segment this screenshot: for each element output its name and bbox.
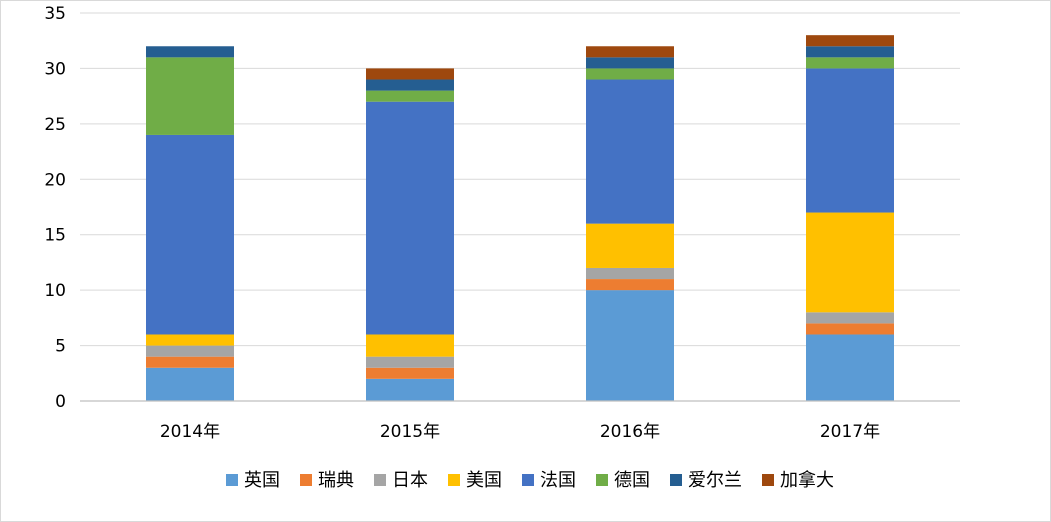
y-tick-label: 35 xyxy=(44,4,66,24)
bar-segment-2-3 xyxy=(806,312,894,324)
y-tick-label: 25 xyxy=(44,115,66,135)
bar-segment-7-3 xyxy=(806,35,894,47)
legend-label: 法国 xyxy=(540,470,576,491)
bar-segment-6-0 xyxy=(146,46,234,58)
legend-swatch xyxy=(522,474,534,486)
legend-label: 美国 xyxy=(466,470,502,491)
bar-segment-3-2 xyxy=(586,223,674,268)
bar-segment-5-3 xyxy=(806,57,894,69)
bar-segment-1-3 xyxy=(806,323,894,335)
legend-label: 日本 xyxy=(392,470,428,491)
y-tick-label: 10 xyxy=(44,281,66,301)
y-tick-label: 5 xyxy=(55,337,66,357)
legend: 英国 瑞典 日本 美国 法国 德国 爱尔兰 加拿大 xyxy=(226,469,834,491)
bar-segment-2-2 xyxy=(586,267,674,280)
bar-segment-0-0 xyxy=(146,367,234,401)
legend-swatch xyxy=(226,474,238,486)
y-tick-label: 0 xyxy=(55,392,66,412)
bar-segment-0-2 xyxy=(586,290,674,401)
legend-item: 日本 xyxy=(374,470,428,491)
bar-segment-6-3 xyxy=(806,46,894,58)
y-tick-label: 20 xyxy=(44,170,66,190)
legend-label: 英国 xyxy=(244,470,280,491)
legend-swatch xyxy=(670,474,682,486)
bar-segment-2-0 xyxy=(146,345,234,357)
bar-segment-1-1 xyxy=(366,367,454,379)
bar-segment-0-3 xyxy=(806,334,894,401)
legend-swatch xyxy=(762,474,774,486)
legend-label: 瑞典 xyxy=(318,470,354,491)
y-tick-label: 15 xyxy=(44,226,66,246)
y-tick-label: 30 xyxy=(44,59,66,79)
legend-item: 法国 xyxy=(522,470,576,491)
bar-segment-0-1 xyxy=(366,378,454,401)
bar-segment-3-0 xyxy=(146,334,234,346)
legend-swatch xyxy=(448,474,460,486)
bar-segment-5-0 xyxy=(146,57,234,135)
legend-label: 加拿大 xyxy=(780,469,834,491)
legend-item: 加拿大 xyxy=(762,469,834,491)
bar-segment-2-1 xyxy=(366,356,454,368)
bar-segment-7-2 xyxy=(586,46,674,58)
bar-segment-4-1 xyxy=(366,101,454,335)
legend-item: 瑞典 xyxy=(300,470,354,491)
legend-swatch xyxy=(300,474,312,486)
axes: 0 5 10 15 20 25 30 35 2014年 2015年 2016年 2017年 xyxy=(44,4,960,442)
bar-segment-6-1 xyxy=(366,79,454,91)
x-tick-label: 2017年 xyxy=(820,422,880,442)
legend-item: 德国 xyxy=(596,470,650,491)
legend-swatch xyxy=(596,474,608,486)
bar-segment-4-0 xyxy=(146,134,234,335)
x-tick-label: 2014年 xyxy=(160,422,220,442)
bar-segment-3-3 xyxy=(806,212,894,313)
legend-label: 德国 xyxy=(614,470,650,491)
x-tick-label: 2015年 xyxy=(380,422,440,442)
legend-item: 美国 xyxy=(448,470,502,491)
legend-item: 英国 xyxy=(226,470,280,491)
bar-segment-5-2 xyxy=(586,68,674,80)
bar-segment-4-3 xyxy=(806,68,894,213)
bar-segment-3-1 xyxy=(366,334,454,357)
legend-label: 爱尔兰 xyxy=(688,470,742,491)
bar-segment-7-1 xyxy=(366,68,454,80)
legend-item: 爱尔兰 xyxy=(670,470,742,491)
bars xyxy=(146,35,894,401)
x-tick-label: 2016年 xyxy=(600,422,660,442)
bar-segment-1-0 xyxy=(146,356,234,368)
legend-swatch xyxy=(374,474,386,486)
bar-segment-5-1 xyxy=(366,90,454,102)
bar-segment-6-2 xyxy=(586,57,674,69)
bar-segment-1-2 xyxy=(586,279,674,291)
bar-segment-4-2 xyxy=(586,79,674,224)
